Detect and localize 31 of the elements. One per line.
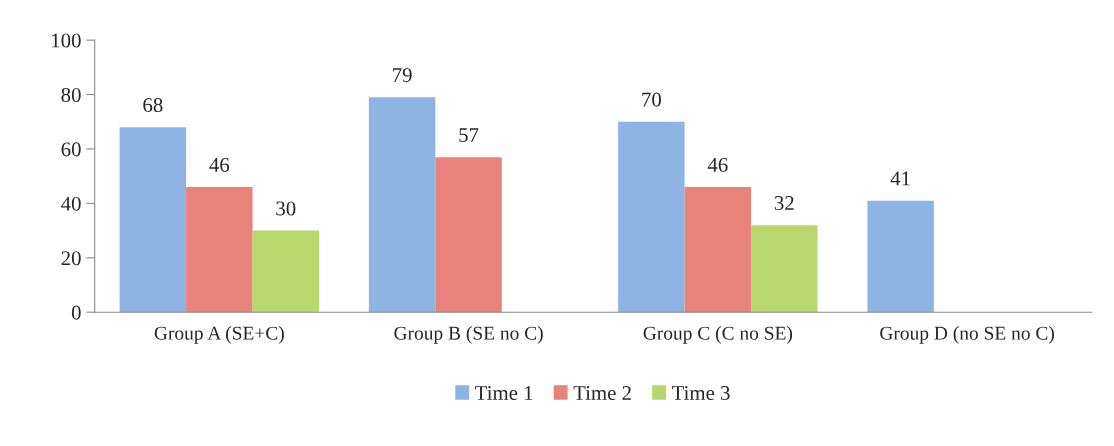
legend-label: Time 3 — [671, 386, 730, 401]
bar — [618, 121, 685, 313]
bar — [867, 200, 934, 313]
data-label: 30 — [276, 201, 296, 216]
data-label: 57 — [459, 128, 479, 143]
y-tick-label: 100 — [52, 33, 81, 48]
legend-label: Time 2 — [573, 386, 631, 401]
y-tick-label: 60 — [61, 142, 81, 157]
x-tick-label: Group A (SE+C) — [154, 326, 284, 344]
data-label: 32 — [774, 196, 794, 211]
x-tick-label: Group B (SE no C) — [394, 326, 543, 344]
data-label: 68 — [143, 98, 163, 113]
y-tick-label: 20 — [61, 251, 81, 266]
bar — [684, 187, 752, 313]
data-label: 41 — [890, 171, 910, 186]
bar — [751, 225, 818, 313]
data-label: 46 — [707, 157, 728, 172]
bar — [435, 157, 502, 313]
bar — [119, 127, 187, 313]
x-tick-label: Group D (no SE no C) — [880, 326, 1054, 344]
y-tick-label: 40 — [61, 196, 81, 211]
legend-label: Time 1 — [475, 386, 533, 401]
data-label: 70 — [642, 92, 661, 107]
data-label: 79 — [393, 68, 412, 83]
y-tick-label: 0 — [71, 305, 81, 320]
y-tick-label: 80 — [61, 87, 81, 102]
bar — [368, 97, 436, 313]
data-label: 46 — [209, 157, 230, 172]
bar — [186, 187, 253, 313]
x-tick-label: Group C (C no SE) — [643, 326, 793, 344]
bar — [252, 230, 320, 313]
